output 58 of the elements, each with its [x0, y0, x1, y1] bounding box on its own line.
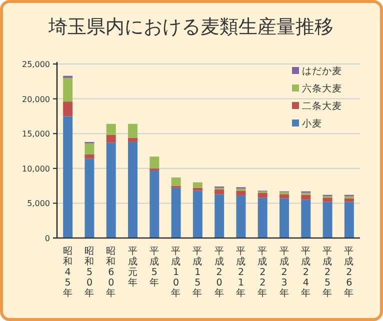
bar	[128, 138, 138, 142]
bar	[106, 142, 116, 238]
bar	[171, 177, 181, 186]
x-tick-label: 平成21年	[236, 246, 246, 299]
bar	[322, 198, 332, 202]
bar	[301, 194, 311, 200]
bar	[236, 196, 246, 238]
bar	[258, 192, 268, 198]
y-tick-label: 15,000	[22, 130, 50, 139]
x-tick-label: 平成25年	[322, 246, 333, 299]
bar	[84, 143, 94, 154]
x-tick-label: 平成元年	[128, 246, 138, 288]
y-tick-label: 0	[44, 234, 50, 243]
x-tick-label: 平成20年	[214, 246, 224, 299]
x-tick-label: 平成26年	[344, 246, 354, 299]
x-tick-label: 平成24年	[300, 246, 311, 299]
x-tick-label: 平成22年	[258, 246, 268, 299]
bar	[106, 134, 116, 143]
bar	[128, 142, 138, 238]
bar	[344, 198, 354, 202]
y-tick-label: 10,000	[22, 164, 50, 174]
bar	[236, 190, 246, 196]
bar	[280, 198, 289, 238]
bar	[84, 154, 94, 159]
x-tick-label: 平成10年	[171, 246, 182, 299]
bar	[63, 102, 73, 116]
x-tick-label: 平成15年	[192, 246, 203, 299]
y-tick-label: 25,000	[22, 60, 50, 69]
bar	[258, 198, 268, 238]
x-tick-label: 昭和60年	[106, 246, 116, 299]
y-tick-label: 20,000	[22, 94, 50, 104]
x-tick-label: 昭和50年	[84, 246, 94, 299]
x-tick-label: 昭和45年	[62, 246, 73, 299]
bar	[301, 200, 311, 238]
bar	[63, 116, 73, 238]
bar	[214, 189, 224, 194]
bar	[128, 124, 138, 138]
x-tick-label: 平成5年	[149, 246, 160, 288]
bar	[150, 170, 160, 238]
bar	[192, 188, 202, 191]
y-tick-label: 5,000	[27, 199, 50, 208]
legend-label: 二条大麦	[302, 100, 342, 112]
bar	[322, 202, 332, 238]
bar	[344, 202, 354, 238]
bar	[150, 156, 160, 168]
bar	[106, 124, 116, 135]
bar	[171, 188, 181, 238]
legend-label: はだか麦	[302, 65, 342, 77]
bar	[214, 194, 224, 238]
legend-label: 六条大麦	[302, 82, 342, 94]
bar	[192, 190, 202, 238]
legend-label: 小麦	[302, 118, 322, 130]
x-tick-label: 平成23年	[279, 246, 290, 299]
bar	[192, 182, 202, 188]
chart-title: 埼玉県内における麦類生産量推移	[48, 16, 334, 38]
bar	[84, 158, 94, 238]
bar	[63, 78, 73, 102]
bar	[280, 194, 289, 198]
